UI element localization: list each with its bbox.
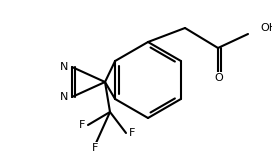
Text: F: F	[129, 128, 135, 138]
Text: N: N	[60, 62, 68, 72]
Text: F: F	[92, 143, 98, 153]
Text: F: F	[79, 120, 85, 130]
Text: OH: OH	[260, 23, 272, 33]
Text: O: O	[215, 73, 223, 83]
Text: N: N	[60, 92, 68, 102]
